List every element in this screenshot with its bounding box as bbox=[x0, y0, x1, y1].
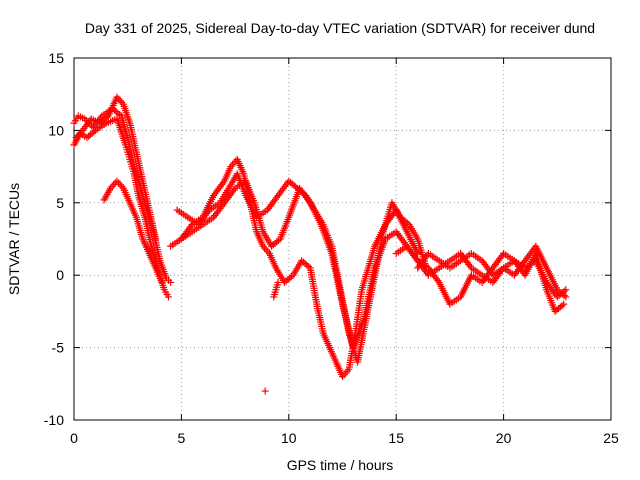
data-point-fill bbox=[560, 287, 568, 295]
data-point bbox=[261, 387, 269, 395]
data-point bbox=[562, 286, 570, 294]
data-point bbox=[152, 235, 160, 243]
y-tick-label: 10 bbox=[48, 122, 64, 138]
data-point bbox=[560, 300, 568, 308]
plot-frame bbox=[73, 57, 612, 421]
data-point-fill bbox=[274, 236, 282, 244]
data-points bbox=[70, 93, 570, 395]
y-tick-label: 0 bbox=[56, 267, 64, 283]
data-point bbox=[167, 278, 175, 286]
data-point-fill bbox=[287, 273, 295, 281]
x-tick-label: 15 bbox=[388, 430, 404, 446]
x-tick-label: 10 bbox=[281, 430, 297, 446]
data-point-fill bbox=[103, 113, 111, 121]
y-tick-label: -10 bbox=[44, 412, 64, 428]
x-axis-label: GPS time / hours bbox=[287, 457, 394, 473]
chart-title: Day 331 of 2025, Sidereal Day-to-day VTE… bbox=[85, 20, 595, 36]
x-tick-label: 5 bbox=[178, 430, 186, 446]
data-point-fill bbox=[558, 302, 566, 310]
ticks: 0 5 10 15 20 25 -10 -5 0 5 10 15 bbox=[44, 50, 619, 446]
data-point-fill bbox=[116, 110, 124, 118]
data-point bbox=[158, 278, 166, 286]
data-point-fill bbox=[403, 219, 411, 227]
x-tick-label: 0 bbox=[70, 430, 78, 446]
y-tick-label: -5 bbox=[52, 340, 65, 356]
data-point bbox=[562, 293, 570, 301]
data-point bbox=[165, 293, 173, 301]
y-tick-label: 5 bbox=[56, 195, 64, 211]
y-axis-label: SDTVAR / TECUs bbox=[6, 183, 22, 295]
x-tick-label: 25 bbox=[603, 430, 619, 446]
y-tick-label: 15 bbox=[48, 50, 64, 66]
x-tick-label: 20 bbox=[496, 430, 512, 446]
data-point bbox=[274, 278, 282, 286]
data-point-fill bbox=[305, 263, 313, 271]
